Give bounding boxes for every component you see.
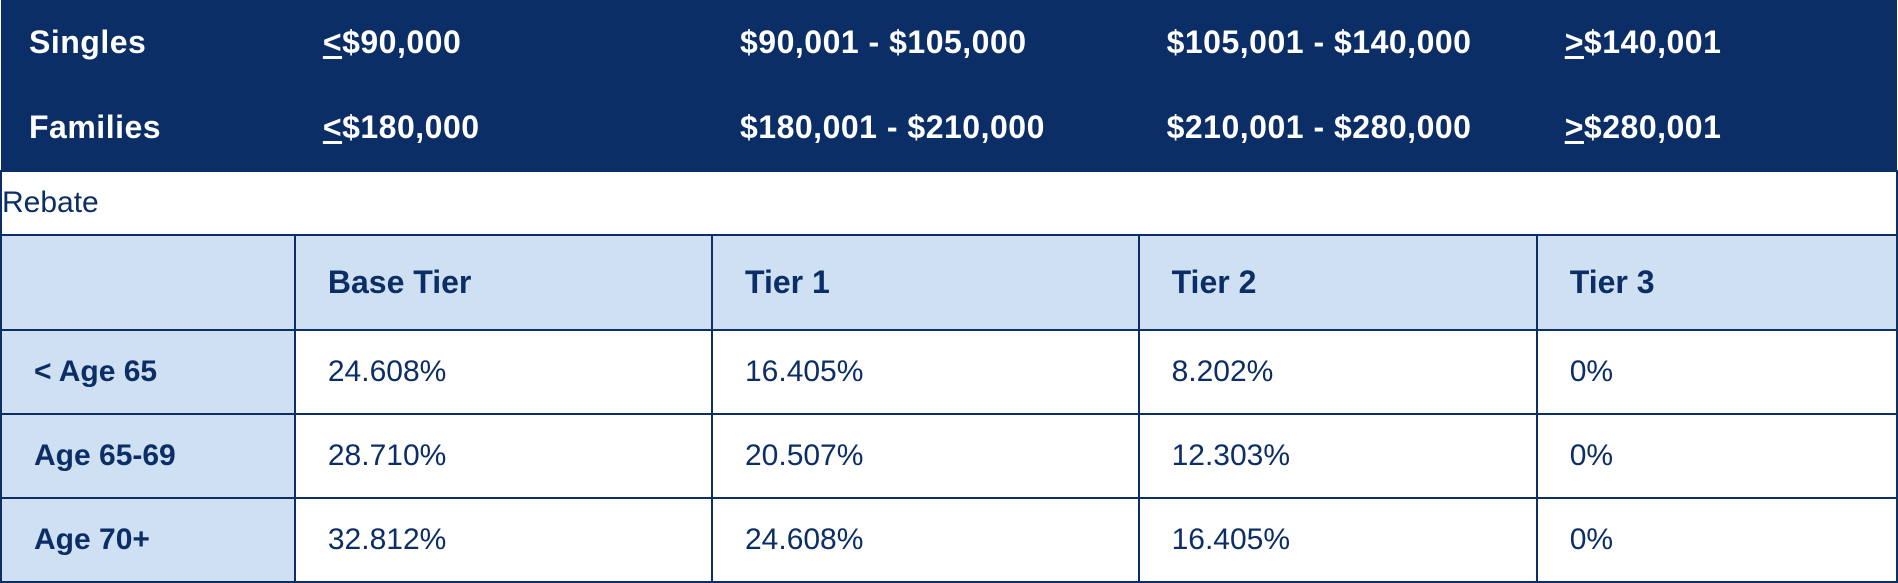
income-row-families: Families <$180,000 $180,001 - $210,000 $…: [1, 85, 1897, 171]
income-row-singles: Singles <$90,000 $90,001 - $105,000 $105…: [1, 0, 1897, 85]
income-cell: >$140,001: [1537, 0, 1897, 85]
rebate-table-container: Singles <$90,000 $90,001 - $105,000 $105…: [0, 0, 1898, 583]
rebate-cell: 24.608%: [712, 498, 1139, 582]
rebate-cell: 0%: [1537, 414, 1897, 498]
rebate-cell: 28.710%: [295, 414, 712, 498]
table-row: Age 70+ 32.812% 24.608% 16.405% 0%: [1, 498, 1897, 582]
rebate-title-row: Rebate: [1, 171, 1897, 235]
income-cell: <$90,000: [295, 0, 712, 85]
income-cell: $105,001 - $140,000: [1139, 0, 1537, 85]
tier-header-blank: [1, 235, 295, 330]
gte-prefix: >: [1565, 24, 1584, 60]
tier-header: Base Tier: [295, 235, 712, 330]
rebate-cell: 24.608%: [295, 330, 712, 414]
amount: $180,000: [342, 109, 479, 145]
rebate-cell: 0%: [1537, 330, 1897, 414]
lte-prefix: <: [323, 109, 342, 145]
rebate-cell: 20.507%: [712, 414, 1139, 498]
income-cell: $90,001 - $105,000: [712, 0, 1139, 85]
table-row: < Age 65 24.608% 16.405% 8.202% 0%: [1, 330, 1897, 414]
rebate-cell: 16.405%: [712, 330, 1139, 414]
tier-header: Tier 1: [712, 235, 1139, 330]
rebate-cell: 32.812%: [295, 498, 712, 582]
amount: $280,001: [1584, 109, 1721, 145]
income-cell: >$280,001: [1537, 85, 1897, 171]
age-label: < Age 65: [1, 330, 295, 414]
rebate-title: Rebate: [1, 171, 1897, 235]
lte-prefix: <: [323, 24, 342, 60]
amount: $140,001: [1584, 24, 1721, 60]
table-row: Age 65-69 28.710% 20.507% 12.303% 0%: [1, 414, 1897, 498]
income-cell: <$180,000: [295, 85, 712, 171]
age-label: Age 65-69: [1, 414, 295, 498]
amount: $90,000: [342, 24, 461, 60]
tier-header-row: Base Tier Tier 1 Tier 2 Tier 3: [1, 235, 1897, 330]
income-cell: $180,001 - $210,000: [712, 85, 1139, 171]
rebate-cell: 16.405%: [1139, 498, 1537, 582]
rebate-cell: 12.303%: [1139, 414, 1537, 498]
income-row-label: Families: [1, 85, 295, 171]
rebate-table: Singles <$90,000 $90,001 - $105,000 $105…: [0, 0, 1898, 583]
income-row-label: Singles: [1, 0, 295, 85]
rebate-cell: 8.202%: [1139, 330, 1537, 414]
tier-header: Tier 2: [1139, 235, 1537, 330]
income-cell: $210,001 - $280,000: [1139, 85, 1537, 171]
age-label: Age 70+: [1, 498, 295, 582]
gte-prefix: >: [1565, 109, 1584, 145]
tier-header: Tier 3: [1537, 235, 1897, 330]
rebate-cell: 0%: [1537, 498, 1897, 582]
